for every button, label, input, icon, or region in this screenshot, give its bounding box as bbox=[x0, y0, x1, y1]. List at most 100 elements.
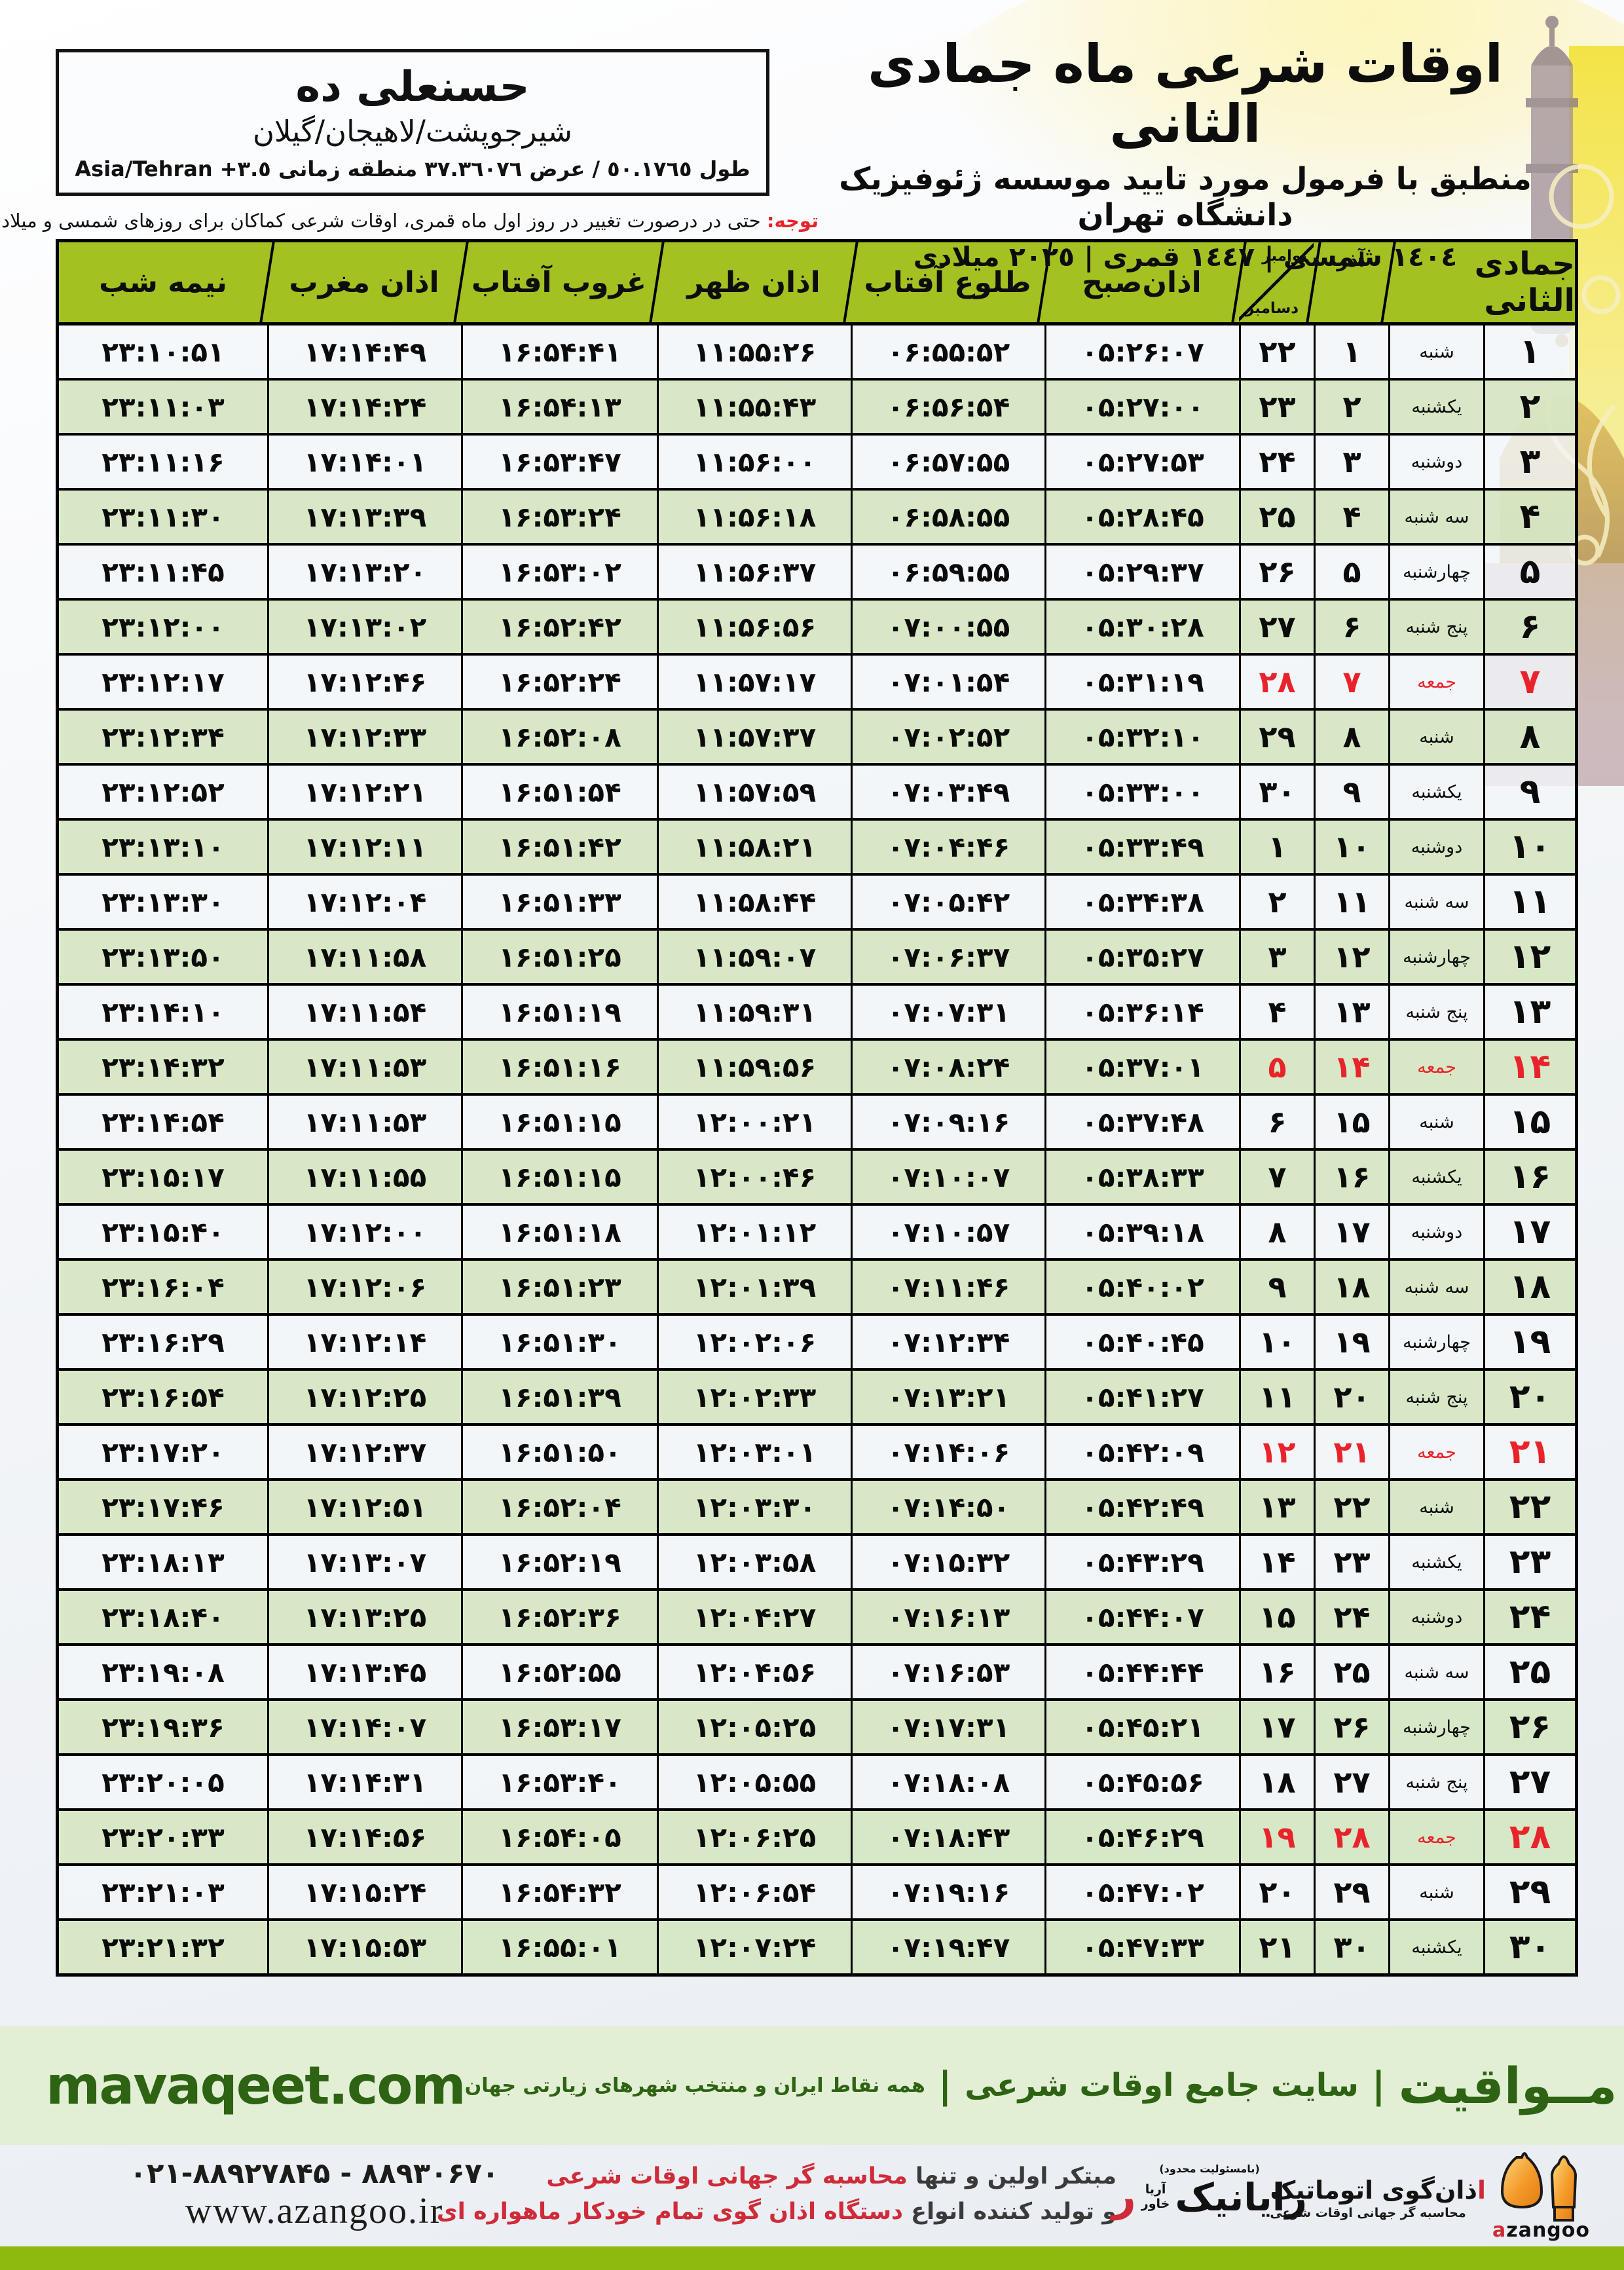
cell-dhuhr: ۱۲:۰۱:۳۹ bbox=[657, 1261, 851, 1313]
cell-jamadi-day: ۲۷ bbox=[1483, 1756, 1575, 1808]
cell-jamadi-day: ۲۴ bbox=[1483, 1591, 1575, 1643]
cell-dhuhr: ۱۲:۰۳:۵۸ bbox=[657, 1536, 851, 1588]
cell-maghrib: ۱۷:۱۴:۰۱ bbox=[267, 436, 461, 488]
cell-fajr: ۰۵:۴۷:۰۲ bbox=[1044, 1866, 1239, 1918]
cell-fajr: ۰۵:۲۸:۴۵ bbox=[1044, 491, 1239, 543]
table-row: ۲۳:۲۱:۰۳ ۱۷:۱۵:۲۴ ۱۶:۵۴:۳۲ ۱۲:۰۶:۵۴ ۰۷:۱… bbox=[59, 1863, 1575, 1918]
promo-red-2: دستگاه اذان گوی تمام خودکار ماهواره ای bbox=[436, 2199, 903, 2225]
timezone-text: Asia/Tehran +٣.٥ bbox=[75, 157, 271, 181]
cell-midnight: ۲۳:۱۹:۰۸ bbox=[101, 1656, 225, 1688]
location-region: شیرجوپشت/لاهیجان/گیلان bbox=[252, 114, 573, 149]
cell-gregorian-day: ۳ bbox=[1239, 931, 1314, 983]
cell-azar-day: ۴ bbox=[1314, 491, 1388, 543]
col-header-midnight: نیمه شب bbox=[59, 242, 267, 322]
table-row: ۲۳:۲۱:۳۲ ۱۷:۱۵:۵۳ ۱۶:۵۵:۰۱ ۱۲:۰۷:۲۴ ۰۷:۱… bbox=[59, 1918, 1575, 1973]
cell-sunset: ۱۶:۵۱:۴۲ bbox=[461, 821, 657, 873]
cell-dhuhr: ۱۱:۵۹:۳۱ bbox=[657, 986, 851, 1038]
cell-azar-day: ۱۵ bbox=[1314, 1096, 1388, 1148]
col-label: نیمه شب bbox=[99, 265, 227, 299]
cell-gregorian-day: ۱۵ bbox=[1239, 1591, 1314, 1643]
cell-maghrib: ۱۷:۱۱:۵۳ bbox=[267, 1041, 461, 1093]
cell-azar-day: ۲۴ bbox=[1314, 1591, 1388, 1643]
cell-azar-day: ۹ bbox=[1314, 766, 1388, 818]
cell-sunset: ۱۶:۵۳:۴۰ bbox=[461, 1756, 657, 1808]
cell-gregorian-day: ۱۰ bbox=[1239, 1316, 1314, 1368]
cell-azar-day: ۸ bbox=[1314, 711, 1388, 763]
cell-midnight: ۲۳:۱۵:۴۰ bbox=[101, 1216, 225, 1248]
cell-azar-day: ۲۸ bbox=[1314, 1811, 1388, 1863]
cell-midnight: ۲۳:۱۴:۱۰ bbox=[101, 995, 225, 1028]
cell-dhuhr: ۱۱:۵۶:۱۸ bbox=[657, 491, 851, 543]
cell-jamadi-day: ۱۸ bbox=[1483, 1261, 1575, 1313]
azangoo-fa-block: اذان‌گوی اتوماتیک محاسبه گر جهانی اوقات … bbox=[1270, 2176, 1486, 2220]
cell-sunset: ۱۶:۵۲:۱۹ bbox=[461, 1536, 657, 1588]
cell-dhuhr: ۱۲:۰۴:۵۶ bbox=[657, 1646, 851, 1698]
cell-jamadi-day: ۱۶ bbox=[1483, 1151, 1575, 1203]
cell-jamadi-day: ۲۲ bbox=[1483, 1481, 1575, 1533]
cell-jamadi-day: ۲۶ bbox=[1483, 1701, 1575, 1753]
cell-maghrib: ۱۷:۱۱:۵۴ bbox=[267, 986, 461, 1038]
cell-azar-day: ۱۱ bbox=[1314, 876, 1388, 928]
cell-maghrib: ۱۷:۱۵:۵۳ bbox=[267, 1921, 461, 1973]
cell-gregorian-day: ۱۷ bbox=[1239, 1701, 1314, 1753]
cell-sunset: ۱۶:۵۴:۴۱ bbox=[461, 326, 657, 378]
cell-maghrib: ۱۷:۱۴:۳۱ bbox=[267, 1756, 461, 1808]
cell-gregorian-day: ۱۴ bbox=[1239, 1536, 1314, 1588]
cell-sunrise: ۰۷:۰۵:۴۲ bbox=[851, 876, 1044, 928]
prayer-times-table: نیمه شب اذان مغرب غروب آفتاب اذان ظهر طل… bbox=[56, 239, 1578, 1977]
cell-dhuhr: ۱۱:۵۸:۲۱ bbox=[657, 821, 851, 873]
cell-weekday: شنبه bbox=[1388, 1866, 1483, 1918]
cell-dhuhr: ۱۲:۰۱:۱۲ bbox=[657, 1206, 851, 1258]
cell-weekday: یکشنبه bbox=[1388, 766, 1483, 818]
cell-azar-day: ۲۰ bbox=[1314, 1371, 1388, 1423]
table-row: ۲۳:۱۲:۰۰ ۱۷:۱۳:۰۲ ۱۶:۵۲:۴۲ ۱۱:۵۶:۵۶ ۰۷:۰… bbox=[59, 598, 1575, 653]
azangoo-en-name: azangoo bbox=[1492, 2219, 1590, 2242]
table-row: ۲۳:۱۱:۴۵ ۱۷:۱۳:۲۰ ۱۶:۵۳:۰۲ ۱۱:۵۶:۳۷ ۰۶:۵… bbox=[59, 543, 1575, 598]
table-row: ۲۳:۱۵:۱۷ ۱۷:۱۱:۵۵ ۱۶:۵۱:۱۵ ۱۲:۰۰:۴۶ ۰۷:۱… bbox=[59, 1148, 1575, 1203]
cell-azar-day: ۱۳ bbox=[1314, 986, 1388, 1038]
cell-fajr: ۰۵:۴۰:۴۵ bbox=[1044, 1316, 1239, 1368]
cell-gregorian-day: ۸ bbox=[1239, 1206, 1314, 1258]
cell-weekday: شنبه bbox=[1388, 1096, 1483, 1148]
cell-dhuhr: ۱۱:۵۹:۰۷ bbox=[657, 931, 851, 983]
table-row: ۲۳:۱۱:۰۳ ۱۷:۱۴:۲۴ ۱۶:۵۴:۱۳ ۱۱:۵۵:۴۳ ۰۶:۵… bbox=[59, 378, 1575, 433]
azangoo-en-rest: zangoo bbox=[1506, 2219, 1590, 2242]
cell-fajr: ۰۵:۴۵:۲۱ bbox=[1044, 1701, 1239, 1753]
cell-fajr: ۰۵:۳۹:۱۸ bbox=[1044, 1206, 1239, 1258]
promo-black-1: مبتکر اولین و تنها bbox=[915, 2163, 1116, 2189]
cell-gregorian-day: ۲۳ bbox=[1239, 381, 1314, 433]
cell-midnight: ۲۳:۱۱:۳۰ bbox=[101, 500, 225, 533]
cell-maghrib: ۱۷:۱۱:۵۸ bbox=[267, 931, 461, 983]
cell-dhuhr: ۱۲:۰۶:۵۴ bbox=[657, 1866, 851, 1918]
rayanik-logo: (بامسئولیت محدود) رایانیک آریا خاور ر bbox=[1112, 2163, 1307, 2220]
cell-maghrib: ۱۷:۱۲:۰۶ bbox=[267, 1261, 461, 1313]
cell-maghrib: ۱۷:۱۲:۲۱ bbox=[267, 766, 461, 818]
cell-sunrise: ۰۷:۰۶:۳۷ bbox=[851, 931, 1044, 983]
cell-sunset: ۱۶:۵۱:۱۶ bbox=[461, 1041, 657, 1093]
cell-jamadi-day: ۹ bbox=[1483, 766, 1575, 818]
cell-fajr: ۰۵:۳۸:۳۳ bbox=[1044, 1151, 1239, 1203]
cell-weekday: شنبه bbox=[1388, 1481, 1483, 1533]
cell-fajr: ۰۵:۳۴:۳۸ bbox=[1044, 876, 1239, 928]
table-row: ۲۳:۱۲:۱۷ ۱۷:۱۲:۴۶ ۱۶:۵۲:۲۴ ۱۱:۵۷:۱۷ ۰۷:۰… bbox=[59, 653, 1575, 708]
cell-sunrise: ۰۷:۱۴:۵۰ bbox=[851, 1481, 1044, 1533]
cell-sunset: ۱۶:۵۳:۰۲ bbox=[461, 546, 657, 598]
table-row: ۲۳:۱۱:۱۶ ۱۷:۱۴:۰۱ ۱۶:۵۳:۴۷ ۱۱:۵۶:۰۰ ۰۶:۵… bbox=[59, 433, 1575, 488]
cell-jamadi-day: ۱۷ bbox=[1483, 1206, 1575, 1258]
cell-jamadi-day: ۱۵ bbox=[1483, 1096, 1575, 1148]
mavaqeet-tagline-2: همه نقاط ایران و منتخب شهرهای زیارتی جها… bbox=[464, 2074, 925, 2097]
cell-weekday: دوشنبه bbox=[1388, 1591, 1483, 1643]
cell-azar-day: ۳۰ bbox=[1314, 1921, 1388, 1973]
azangoo-en-lead: a bbox=[1492, 2219, 1507, 2242]
cell-dhuhr: ۱۲:۰۰:۴۶ bbox=[657, 1151, 851, 1203]
cell-azar-day: ۶ bbox=[1314, 601, 1388, 653]
cell-gregorian-day: ۲۷ bbox=[1239, 601, 1314, 653]
cell-dhuhr: ۱۲:۰۴:۲۷ bbox=[657, 1591, 851, 1643]
cell-maghrib: ۱۷:۱۲:۱۴ bbox=[267, 1316, 461, 1368]
promo-red-1: محاسبه گر جهانی اوقات شرعی bbox=[546, 2163, 908, 2189]
promo-black-2: و تولید کننده انواع bbox=[911, 2199, 1116, 2225]
cell-fajr: ۰۵:۴۷:۳۳ bbox=[1044, 1921, 1239, 1973]
cell-weekday: جمعه bbox=[1388, 1041, 1483, 1093]
cell-sunset: ۱۶:۵۱:۱۹ bbox=[461, 986, 657, 1038]
cell-dhuhr: ۱۲:۰۵:۵۵ bbox=[657, 1756, 851, 1808]
